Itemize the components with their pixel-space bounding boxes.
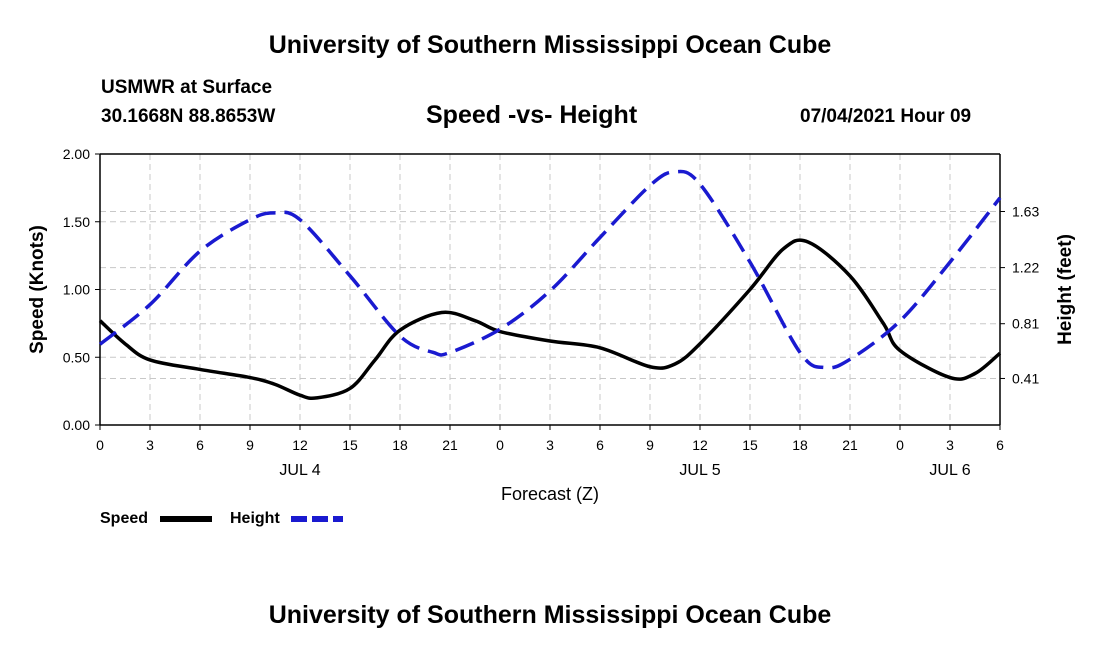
x-tick-label: 12	[292, 437, 308, 453]
y-tick-label: 1.00	[63, 282, 90, 298]
y-tick-label: 0.50	[63, 349, 90, 365]
y2-tick-label: 0.41	[1012, 370, 1039, 386]
y-axis-title: Speed (Knots)	[27, 225, 48, 354]
datetime-label: 07/04/2021 Hour 09	[800, 106, 972, 127]
page-title: University of Southern Mississippi Ocean…	[268, 31, 832, 59]
y2-axis-title: Height (feet)	[1055, 234, 1076, 345]
x-tick-label: 12	[692, 437, 708, 453]
x-tick-label: 6	[996, 437, 1004, 453]
height-series-line	[98, 169, 1002, 370]
y2-tick-label: 0.81	[1012, 316, 1039, 332]
speed-series-line	[98, 238, 1002, 401]
x-tick-label: 9	[646, 437, 654, 453]
x-tick-label: 21	[442, 437, 458, 453]
footer-title: University of Southern Mississippi Ocean…	[268, 601, 832, 629]
legend-height-label: Height	[230, 510, 280, 527]
x-tick-label: 0	[896, 437, 904, 453]
x-tick-label: 3	[146, 437, 154, 453]
chart-subtitle: Speed -vs- Height	[426, 101, 638, 129]
x-tick-label: 21	[842, 437, 858, 453]
x-tick-label: 3	[546, 437, 554, 453]
y-tick-label: 2.00	[63, 146, 90, 162]
y2-tick-label: 1.22	[1012, 260, 1039, 276]
coordinates-label: 30.1668N 88.8653W	[101, 106, 276, 127]
date-label: JUL 6	[929, 462, 970, 479]
x-tick-label: 15	[342, 437, 358, 453]
x-tick-label: 15	[742, 437, 758, 453]
y-tick-label: 1.50	[63, 214, 90, 230]
y-tick-label: 0.00	[63, 417, 90, 433]
x-tick-label: 0	[96, 437, 104, 453]
date-label: JUL 5	[679, 462, 720, 479]
station-label: USMWR at Surface	[101, 77, 273, 98]
x-tick-label: 3	[946, 437, 954, 453]
x-tick-label: 18	[792, 437, 808, 453]
x-tick-label: 0	[496, 437, 504, 453]
date-label: JUL 4	[279, 462, 320, 479]
y2-tick-label: 1.63	[1012, 203, 1039, 219]
x-axis-title: Forecast (Z)	[501, 484, 599, 504]
x-tick-label: 6	[196, 437, 204, 453]
x-tick-label: 18	[392, 437, 408, 453]
x-tick-label: 6	[596, 437, 604, 453]
legend-speed-label: Speed	[100, 510, 149, 527]
x-tick-label: 9	[246, 437, 254, 453]
